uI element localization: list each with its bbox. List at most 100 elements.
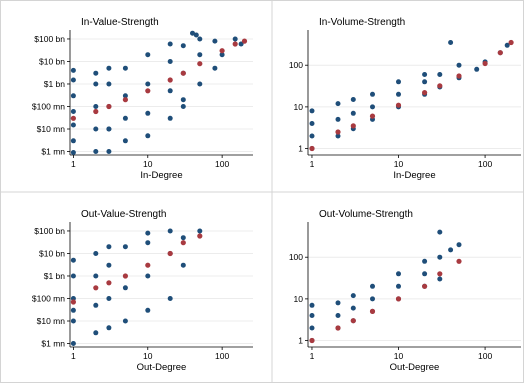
panel-title: Out-Volume-Strength — [319, 209, 413, 220]
average-point — [422, 283, 428, 289]
average-point — [456, 73, 462, 79]
y-tick-label: 1 — [298, 336, 303, 346]
y-tick-label: $10 mn — [37, 316, 66, 326]
data-point — [212, 65, 218, 71]
data-point — [219, 52, 225, 58]
x-axis-label: Out-Degree — [137, 362, 187, 373]
panel-1: $1 mn $10 mn $100 mn $1 bn $10 bn $100 bn 1 10 1… — [32, 17, 253, 181]
average-point — [197, 61, 203, 67]
data-point — [309, 302, 315, 308]
data-point — [167, 88, 173, 94]
average-point — [437, 271, 443, 277]
panel-title: In-Volume-Strength — [319, 17, 405, 28]
data-point — [145, 273, 151, 279]
data-point — [437, 229, 443, 235]
data-point — [122, 244, 128, 250]
panel-title: Out-Value-Strength — [81, 209, 166, 220]
y-tick-label: $100 bn — [34, 226, 65, 236]
average-point — [93, 285, 99, 291]
average-point — [232, 41, 238, 47]
average-point — [197, 233, 203, 239]
average-point — [145, 88, 151, 94]
panel-title: In-Value-Strength — [81, 17, 159, 28]
data-point — [145, 133, 151, 139]
data-point — [167, 59, 173, 64]
x-tick-label: 10 — [394, 351, 404, 361]
data-point — [93, 81, 99, 87]
panel-4: 1 10 100 1 10 100 Out-Volume-Strength Out-Degre… — [289, 209, 521, 373]
data-point — [335, 313, 341, 318]
x-tick-label: 100 — [478, 159, 492, 169]
average-point — [369, 113, 376, 119]
data-point — [93, 126, 99, 132]
data-point — [474, 66, 480, 72]
data-point — [309, 313, 315, 318]
average-point — [106, 280, 112, 286]
data-point — [70, 109, 76, 114]
x-tick-label: 1 — [310, 159, 315, 169]
average-point — [350, 123, 356, 129]
x-tick-label: 1 — [71, 159, 76, 169]
data-point — [145, 110, 151, 116]
x-tick-label: 10 — [394, 159, 404, 169]
y-tick-label: $1 bn — [44, 271, 66, 281]
data-point — [504, 42, 510, 48]
data-point — [350, 293, 356, 299]
data-point — [437, 276, 443, 282]
data-point — [145, 52, 151, 58]
data-point — [106, 65, 112, 71]
x-tick-label: 100 — [215, 351, 229, 361]
data-point — [232, 36, 238, 42]
data-point — [93, 149, 99, 154]
data-point — [448, 40, 454, 45]
average-point — [497, 50, 503, 56]
data-point — [167, 228, 173, 234]
y-tick-label: $10 mn — [37, 124, 66, 134]
data-point — [145, 230, 151, 236]
data-point — [93, 104, 99, 109]
data-point — [93, 70, 99, 76]
data-point — [370, 104, 375, 110]
y-tick-label: 10 — [294, 102, 304, 112]
average-point — [180, 70, 186, 76]
data-point — [122, 65, 128, 71]
x-tick-label: 100 — [478, 351, 492, 361]
data-point — [180, 43, 186, 49]
data-point — [70, 341, 76, 346]
average-point — [241, 38, 248, 44]
data-point — [70, 77, 76, 83]
data-point — [167, 296, 173, 301]
data-point — [193, 32, 199, 38]
data-point — [437, 72, 443, 77]
data-point — [70, 122, 76, 128]
panel-3: $1 mn $10 mn $100 mn $1 bn $10 bn $100 bn 1 10 1… — [32, 209, 253, 373]
data-point — [396, 91, 401, 97]
data-point — [93, 330, 99, 336]
data-point — [350, 305, 356, 311]
average-point — [167, 250, 173, 257]
data-point — [70, 93, 76, 99]
average-point — [106, 103, 112, 110]
data-point — [422, 79, 428, 85]
data-point — [167, 115, 173, 121]
y-tick-label: $10 bn — [39, 56, 65, 66]
data-point — [197, 36, 203, 42]
data-point — [93, 302, 99, 308]
data-point — [396, 79, 401, 85]
average-point — [395, 296, 402, 302]
data-point — [122, 115, 128, 121]
x-tick-label: 10 — [143, 351, 153, 361]
data-point — [197, 228, 203, 234]
data-point — [106, 296, 112, 301]
data-point — [70, 318, 76, 324]
average-point — [167, 77, 173, 83]
data-point — [106, 149, 112, 154]
data-point — [456, 62, 462, 68]
data-point — [422, 258, 428, 264]
data-point — [422, 72, 428, 77]
panel-2: 1 10 100 1 10 100 In-Volume-Strength In-Degree — [289, 17, 521, 181]
data-point — [145, 81, 151, 87]
data-point — [370, 296, 375, 302]
y-tick-label: $1 mn — [41, 147, 65, 157]
